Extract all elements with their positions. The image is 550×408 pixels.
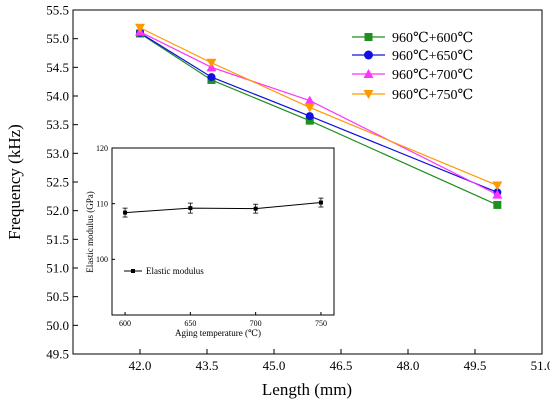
- y-tick-label: 53.5: [46, 117, 69, 132]
- y-tick-label: 52.5: [46, 175, 69, 190]
- marker-square: [253, 206, 258, 211]
- y-tick-label: 110: [96, 199, 108, 208]
- legend-entry: 960℃+600℃: [352, 31, 473, 46]
- legend-label: 960℃+700℃: [392, 68, 473, 83]
- y-tick-label: 54.0: [46, 89, 69, 104]
- series-line: [125, 202, 321, 214]
- legend-marker-circle: [364, 50, 373, 60]
- main-y-axis: 49.5 50.0 50.5 51.0 51.5 52.0 52.5 53.0 53.5 54.0…: [46, 3, 78, 362]
- main-x-axis: 42.0 43.5 45.0 46.5 48.0 49.5 51.0: [129, 349, 550, 373]
- main-y-axis-label: Frequency (kHz): [5, 124, 24, 240]
- inset-chart: 100 110 120 600 650 700 750 Aging temperature…: [85, 144, 335, 338]
- marker-triangle-down: [135, 23, 145, 33]
- y-tick-label: 55.5: [46, 3, 69, 18]
- inset-legend-entry: Elastic modulus: [124, 266, 204, 276]
- series-line: [139, 33, 498, 206]
- marker-square: [188, 206, 193, 211]
- marker-triangle-down: [492, 181, 503, 191]
- marker-triangle-down: [304, 103, 315, 113]
- x-tick-label: 42.0: [129, 358, 152, 373]
- marker-square: [305, 116, 314, 125]
- inset-series-group: [122, 197, 324, 218]
- main-series-group: [135, 23, 503, 209]
- marker-square: [123, 210, 128, 215]
- marker-square: [318, 200, 323, 205]
- x-tick-label: 600: [119, 319, 131, 328]
- x-tick-label: 45.0: [263, 358, 286, 373]
- legend-label: 960℃+650℃: [392, 49, 473, 64]
- legend-label: 960℃+750℃: [392, 88, 473, 103]
- marker-triangle-up: [304, 95, 315, 105]
- marker-triangle-down: [206, 58, 217, 68]
- y-tick-label: 53.0: [46, 146, 69, 161]
- y-tick-label: 50.0: [46, 318, 69, 333]
- legend-label: 960℃+600℃: [392, 31, 473, 46]
- x-tick-label: 48.0: [397, 358, 420, 373]
- series-line: [139, 32, 498, 193]
- marker-square: [493, 200, 502, 209]
- inset-y-axis: 100 110 120: [96, 144, 115, 264]
- inset-x-axis: 600 650 700 750: [119, 312, 327, 328]
- series-line: [139, 31, 498, 196]
- inset-y-axis-label: Elastic modulus (GPa): [85, 191, 95, 273]
- legend-entry: 960℃+650℃: [352, 49, 473, 64]
- legend-marker-square: [364, 33, 373, 41]
- legend-marker-triangle-down: [363, 90, 374, 99]
- y-tick-label: 120: [96, 144, 108, 153]
- inset-x-axis-label: Aging temperature (℃): [175, 328, 261, 338]
- y-tick-label: 49.5: [46, 347, 69, 362]
- legend: 960℃+600℃ 960℃+650℃ 960℃+700℃ 960℃+750℃: [352, 31, 473, 103]
- inset-legend-label: Elastic modulus: [146, 266, 204, 276]
- x-tick-label: 51.0: [531, 358, 550, 373]
- inset-legend-marker: [131, 269, 135, 273]
- x-tick-label: 750: [315, 319, 327, 328]
- marker-triangle-up: [492, 189, 503, 199]
- y-tick-label: 55.0: [46, 31, 69, 46]
- series-line: [139, 27, 498, 186]
- y-tick-label: 51.5: [46, 232, 69, 247]
- legend-entry: 960℃+700℃: [352, 68, 473, 83]
- x-tick-label: 43.5: [196, 358, 219, 373]
- y-tick-label: 54.5: [46, 60, 69, 75]
- y-tick-label: 52.0: [46, 203, 69, 218]
- legend-entry: 960℃+750℃: [352, 88, 473, 103]
- legend-marker-triangle-up: [363, 69, 374, 78]
- x-tick-label: 49.5: [464, 358, 487, 373]
- y-tick-label: 100: [96, 255, 108, 264]
- inset-plot-frame: [111, 147, 335, 316]
- y-tick-label: 51.0: [46, 261, 69, 276]
- marker-circle: [207, 73, 216, 82]
- x-tick-label: 46.5: [330, 358, 353, 373]
- x-tick-label: 650: [184, 319, 196, 328]
- marker-circle: [305, 112, 314, 121]
- y-tick-label: 50.5: [46, 289, 69, 304]
- x-tick-label: 700: [250, 319, 262, 328]
- main-x-axis-label: Length (mm): [262, 380, 352, 399]
